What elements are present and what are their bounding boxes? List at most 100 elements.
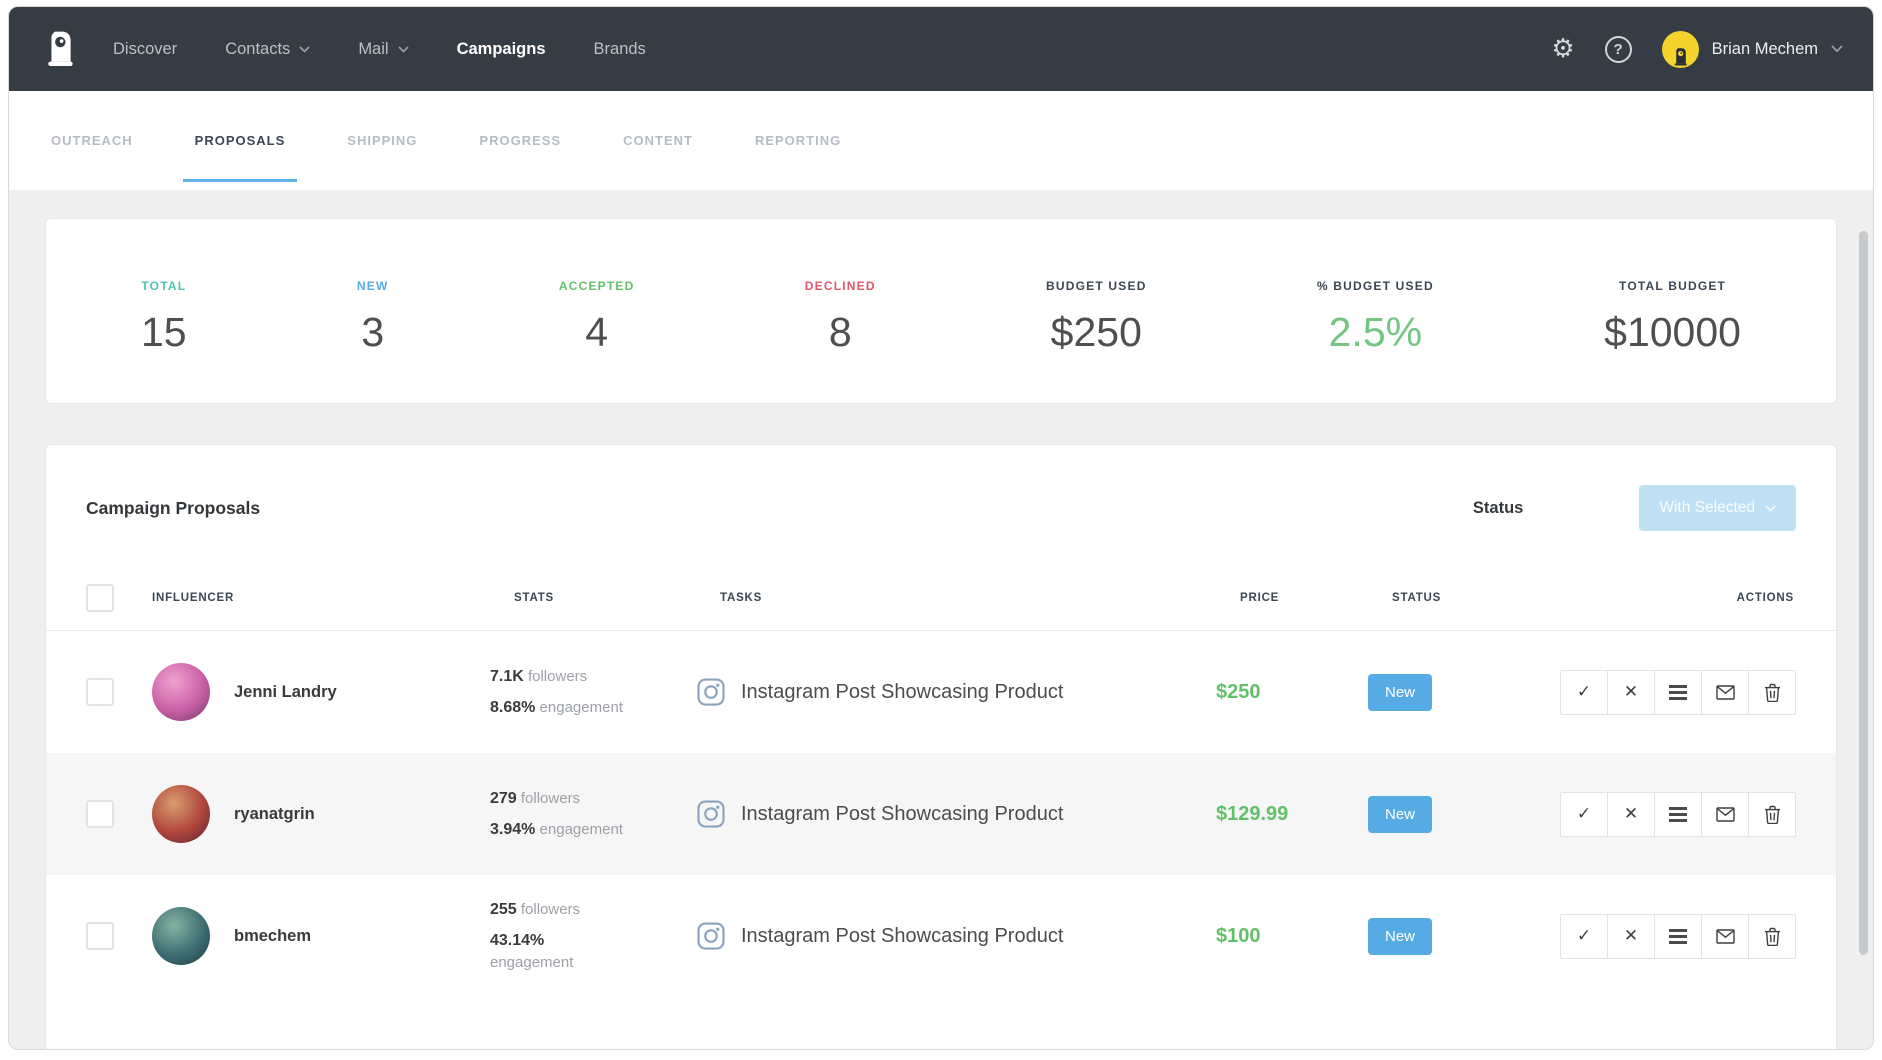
col-status: STATUS: [1392, 591, 1442, 604]
settings-gear-icon[interactable]: [1551, 36, 1574, 62]
nav-right-cluster: Brian Mechem: [1551, 30, 1843, 68]
table-row: bmechem 255 followers 43.14% engagement …: [46, 875, 1836, 997]
brand-logo[interactable]: [39, 26, 81, 72]
row-checkbox[interactable]: [86, 678, 114, 706]
chevron-down-icon: [1831, 45, 1843, 53]
select-all-checkbox[interactable]: [86, 583, 114, 612]
nav-item[interactable]: Mail: [358, 40, 409, 59]
followers-count: 7.1K: [490, 667, 524, 685]
stat-value: $10000: [1604, 308, 1741, 355]
decline-button[interactable]: [1607, 913, 1655, 959]
stat-value: 15: [141, 308, 187, 355]
col-stats: STATS: [514, 591, 554, 604]
delete-button[interactable]: [1748, 669, 1796, 715]
tab[interactable]: PROPOSALS: [182, 91, 297, 190]
task-cell: Instagram Post Showcasing Product: [696, 921, 1216, 951]
summary-stats-card: TOTAL 15 NEW 3 ACCEPTED 4 DECLINED 8 BUD…: [45, 218, 1837, 404]
tab[interactable]: SHIPPING: [347, 91, 417, 190]
tab[interactable]: OUTREACH: [51, 91, 133, 190]
stat-metric: DECLINED 8: [805, 279, 876, 356]
tab[interactable]: PROGRESS: [479, 91, 561, 190]
chevron-down-icon: [398, 45, 409, 53]
row-checkbox[interactable]: [86, 922, 114, 950]
stat-label: TOTAL BUDGET: [1619, 278, 1727, 293]
engagement-rate: 43.14%: [490, 932, 545, 950]
influencer-cell[interactable]: ryanatgrin: [152, 785, 490, 843]
stats-cell: 255 followers 43.14% engagement: [490, 898, 630, 974]
engagement-rate: 8.68%: [490, 699, 536, 716]
stat-value: $250: [1050, 308, 1142, 355]
details-icon: [1669, 684, 1687, 700]
nav-item[interactable]: Brands: [594, 40, 646, 59]
message-button[interactable]: [1701, 669, 1749, 715]
top-navbar: Discover Contacts Mail Campaigns Brands: [9, 7, 1873, 91]
influencer-name: ryanatgrin: [234, 804, 315, 823]
followers-word: followers: [527, 667, 588, 685]
stat-label: ACCEPTED: [558, 278, 635, 293]
status-filter: Status With Selected: [1473, 485, 1796, 531]
section-tabs: OUTREACH PROPOSALS SHIPPING PROGRESS CON…: [9, 91, 1873, 190]
nav-item[interactable]: Contacts: [225, 40, 310, 59]
stat-label: BUDGET USED: [1046, 278, 1147, 293]
instagram-icon: [697, 678, 725, 706]
details-button[interactable]: [1654, 913, 1702, 959]
col-influencer: INFLUENCER: [152, 591, 235, 604]
followers-word: followers: [520, 789, 581, 807]
task-description: Instagram Post Showcasing Product: [741, 680, 1064, 703]
check-icon: [1577, 928, 1591, 945]
row-actions: [1560, 913, 1796, 959]
row-checkbox[interactable]: [86, 800, 114, 828]
decline-button[interactable]: [1607, 669, 1655, 715]
vertical-scrollbar[interactable]: [1859, 231, 1868, 955]
trash-icon: [1764, 683, 1780, 702]
status-filter-label: Status: [1472, 498, 1524, 517]
with-selected-button[interactable]: With Selected: [1639, 485, 1796, 531]
stat-metric: % BUDGET USED 2.5%: [1317, 279, 1434, 356]
influencer-cell[interactable]: Jenni Landry: [152, 663, 490, 721]
engagement-word: engagement: [490, 954, 574, 972]
stat-metric: ACCEPTED 4: [559, 279, 635, 356]
nav-item[interactable]: Campaigns: [457, 40, 546, 59]
task-cell: Instagram Post Showcasing Product: [696, 677, 1216, 707]
tab-label: OUTREACH: [51, 133, 133, 148]
row-actions: [1560, 791, 1796, 837]
grin-mascot-icon: [48, 31, 73, 66]
details-button[interactable]: [1654, 669, 1702, 715]
delete-button[interactable]: [1748, 913, 1796, 959]
nav-item[interactable]: Discover: [113, 40, 177, 59]
stat-value: 8: [828, 308, 852, 355]
status-badge: New: [1368, 673, 1433, 711]
message-button[interactable]: [1701, 913, 1749, 959]
close-icon: [1624, 806, 1638, 823]
stat-label: TOTAL: [141, 278, 187, 293]
chevron-down-icon: [299, 45, 310, 53]
delete-button[interactable]: [1748, 791, 1796, 837]
message-button[interactable]: [1701, 791, 1749, 837]
accept-button[interactable]: [1560, 791, 1608, 837]
nav-item-label: Brands: [593, 39, 646, 58]
stat-value: 3: [361, 308, 385, 355]
stat-label: DECLINED: [804, 278, 876, 293]
stat-value: 4: [585, 308, 609, 355]
accept-button[interactable]: [1560, 913, 1608, 959]
details-icon: [1669, 928, 1687, 944]
user-menu[interactable]: Brian Mechem: [1661, 30, 1843, 68]
help-icon[interactable]: [1604, 35, 1632, 63]
accept-button[interactable]: [1560, 669, 1608, 715]
engagement-word: engagement: [539, 699, 623, 716]
close-icon: [1624, 928, 1638, 945]
nav-item-label: Campaigns: [456, 39, 546, 58]
instagram-icon: [697, 922, 725, 950]
details-button[interactable]: [1654, 791, 1702, 837]
task-cell: Instagram Post Showcasing Product: [696, 799, 1216, 829]
chevron-down-icon: [1765, 504, 1776, 512]
tab[interactable]: CONTENT: [623, 91, 693, 190]
decline-button[interactable]: [1607, 791, 1655, 837]
tab-label: REPORTING: [754, 133, 842, 148]
engagement-word: engagement: [539, 821, 623, 838]
check-icon: [1577, 684, 1591, 701]
influencer-cell[interactable]: bmechem: [152, 907, 490, 965]
col-price: PRICE: [1240, 591, 1280, 604]
proposals-card-header: Campaign Proposals Status With Selected: [46, 445, 1836, 565]
tab[interactable]: REPORTING: [755, 91, 841, 190]
